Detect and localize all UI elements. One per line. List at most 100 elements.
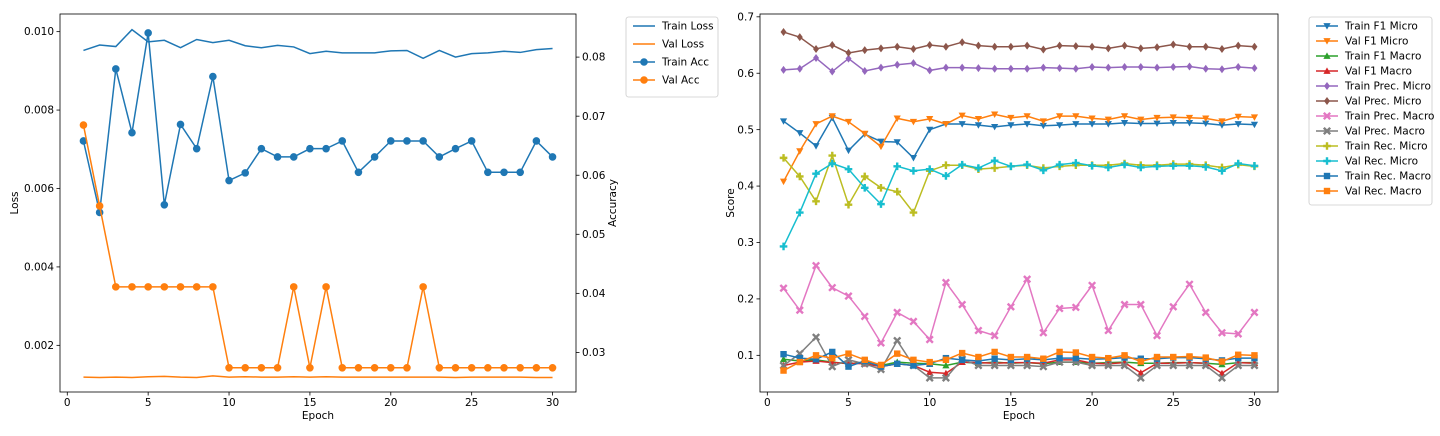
legend-item: Train Rec. Macro — [1316, 171, 1431, 183]
legend-label: Train Rec. Macro — [1344, 171, 1431, 183]
data-point — [959, 38, 966, 47]
data-point — [1040, 355, 1047, 362]
data-point — [144, 283, 152, 291]
series-line — [83, 375, 553, 379]
data-point — [1202, 42, 1209, 51]
data-point — [1218, 167, 1226, 175]
data-point — [176, 283, 185, 291]
data-point — [1234, 121, 1242, 128]
data-point — [894, 42, 901, 51]
data-point — [1072, 64, 1079, 73]
data-point — [1055, 113, 1064, 120]
data-point — [257, 144, 266, 153]
data-point — [1137, 369, 1145, 376]
data-point — [942, 172, 950, 180]
data-point — [1007, 353, 1015, 361]
data-point — [1153, 114, 1161, 122]
data-point — [1186, 62, 1193, 71]
data-point — [338, 363, 347, 372]
x-tick-label: 10 — [222, 397, 235, 409]
data-point — [780, 351, 787, 358]
data-point — [1169, 161, 1178, 170]
data-point — [370, 363, 379, 372]
legend: Train Loss Val Loss Train Acc Val Acc — [625, 16, 719, 98]
data-point — [1186, 353, 1193, 360]
data-point — [322, 283, 330, 291]
data-point — [1055, 160, 1064, 169]
legend-item: Val F1 Micro — [1316, 36, 1408, 48]
data-point — [974, 116, 983, 123]
legend-swatch-marker — [1323, 67, 1331, 74]
data-point — [79, 121, 88, 129]
data-point — [354, 168, 363, 177]
data-point — [128, 283, 136, 291]
data-point — [1056, 41, 1063, 50]
data-point — [779, 242, 788, 251]
data-point — [877, 63, 884, 72]
data-point — [1056, 348, 1063, 356]
data-point — [990, 361, 999, 370]
legend: Train F1 Micro Val F1 Micro Train F1 Macro… — [1308, 16, 1434, 206]
x-tick-label: 15 — [1004, 397, 1017, 409]
data-point — [877, 143, 885, 151]
legend-label: Val Loss — [662, 39, 704, 51]
data-point — [861, 66, 868, 75]
data-point — [1120, 361, 1129, 370]
data-point — [942, 356, 950, 364]
data-point — [1056, 64, 1063, 73]
data-point — [516, 168, 524, 177]
y-tick-label: 0.6 — [737, 68, 754, 80]
data-point — [128, 128, 136, 137]
data-point — [1218, 358, 1226, 365]
data-point — [942, 161, 950, 169]
legend-item: Train Prec. Micro — [1316, 81, 1431, 93]
data-point — [144, 29, 152, 37]
legend-box — [1308, 16, 1433, 206]
data-point — [1137, 63, 1144, 72]
legend-label: Train Loss — [661, 21, 714, 33]
data-point — [828, 113, 836, 120]
data-point — [942, 121, 950, 128]
data-point — [192, 283, 201, 291]
data-point — [1218, 118, 1226, 125]
data-point — [1104, 121, 1112, 128]
series-line — [783, 351, 1255, 368]
y-axis-label: Score — [725, 188, 737, 217]
data-point — [1039, 362, 1048, 371]
legend-swatch-marker — [1323, 187, 1331, 195]
data-point — [958, 160, 966, 169]
data-point — [1137, 120, 1145, 128]
data-point — [990, 156, 999, 165]
data-point — [1185, 280, 1194, 289]
data-point — [1136, 300, 1145, 309]
data-point — [1234, 113, 1242, 121]
data-point — [991, 348, 998, 356]
data-point — [861, 356, 868, 364]
data-point — [1023, 275, 1032, 284]
data-point — [1120, 113, 1129, 120]
data-point — [1185, 161, 1194, 170]
legend-item: Train Loss — [633, 21, 714, 33]
data-point — [1104, 163, 1113, 172]
legend-swatch-marker — [1324, 82, 1330, 90]
legend-label: Train Acc — [661, 57, 709, 69]
data-point — [991, 64, 998, 73]
data-point — [386, 137, 395, 145]
data-point — [829, 354, 836, 362]
series-val-f1-micro — [779, 111, 1259, 186]
data-point — [958, 121, 966, 128]
data-point — [435, 153, 444, 161]
data-point — [991, 355, 998, 362]
data-point — [500, 168, 508, 177]
data-point — [796, 148, 804, 155]
data-point — [1006, 361, 1015, 370]
data-point — [1154, 63, 1161, 72]
data-point — [844, 118, 853, 126]
legend-swatch-marker — [1324, 97, 1330, 105]
data-point — [1202, 120, 1210, 128]
data-point — [1185, 114, 1194, 122]
data-point — [1154, 43, 1161, 52]
data-point — [1088, 161, 1096, 170]
data-point — [1251, 64, 1258, 73]
data-point — [1072, 349, 1080, 356]
